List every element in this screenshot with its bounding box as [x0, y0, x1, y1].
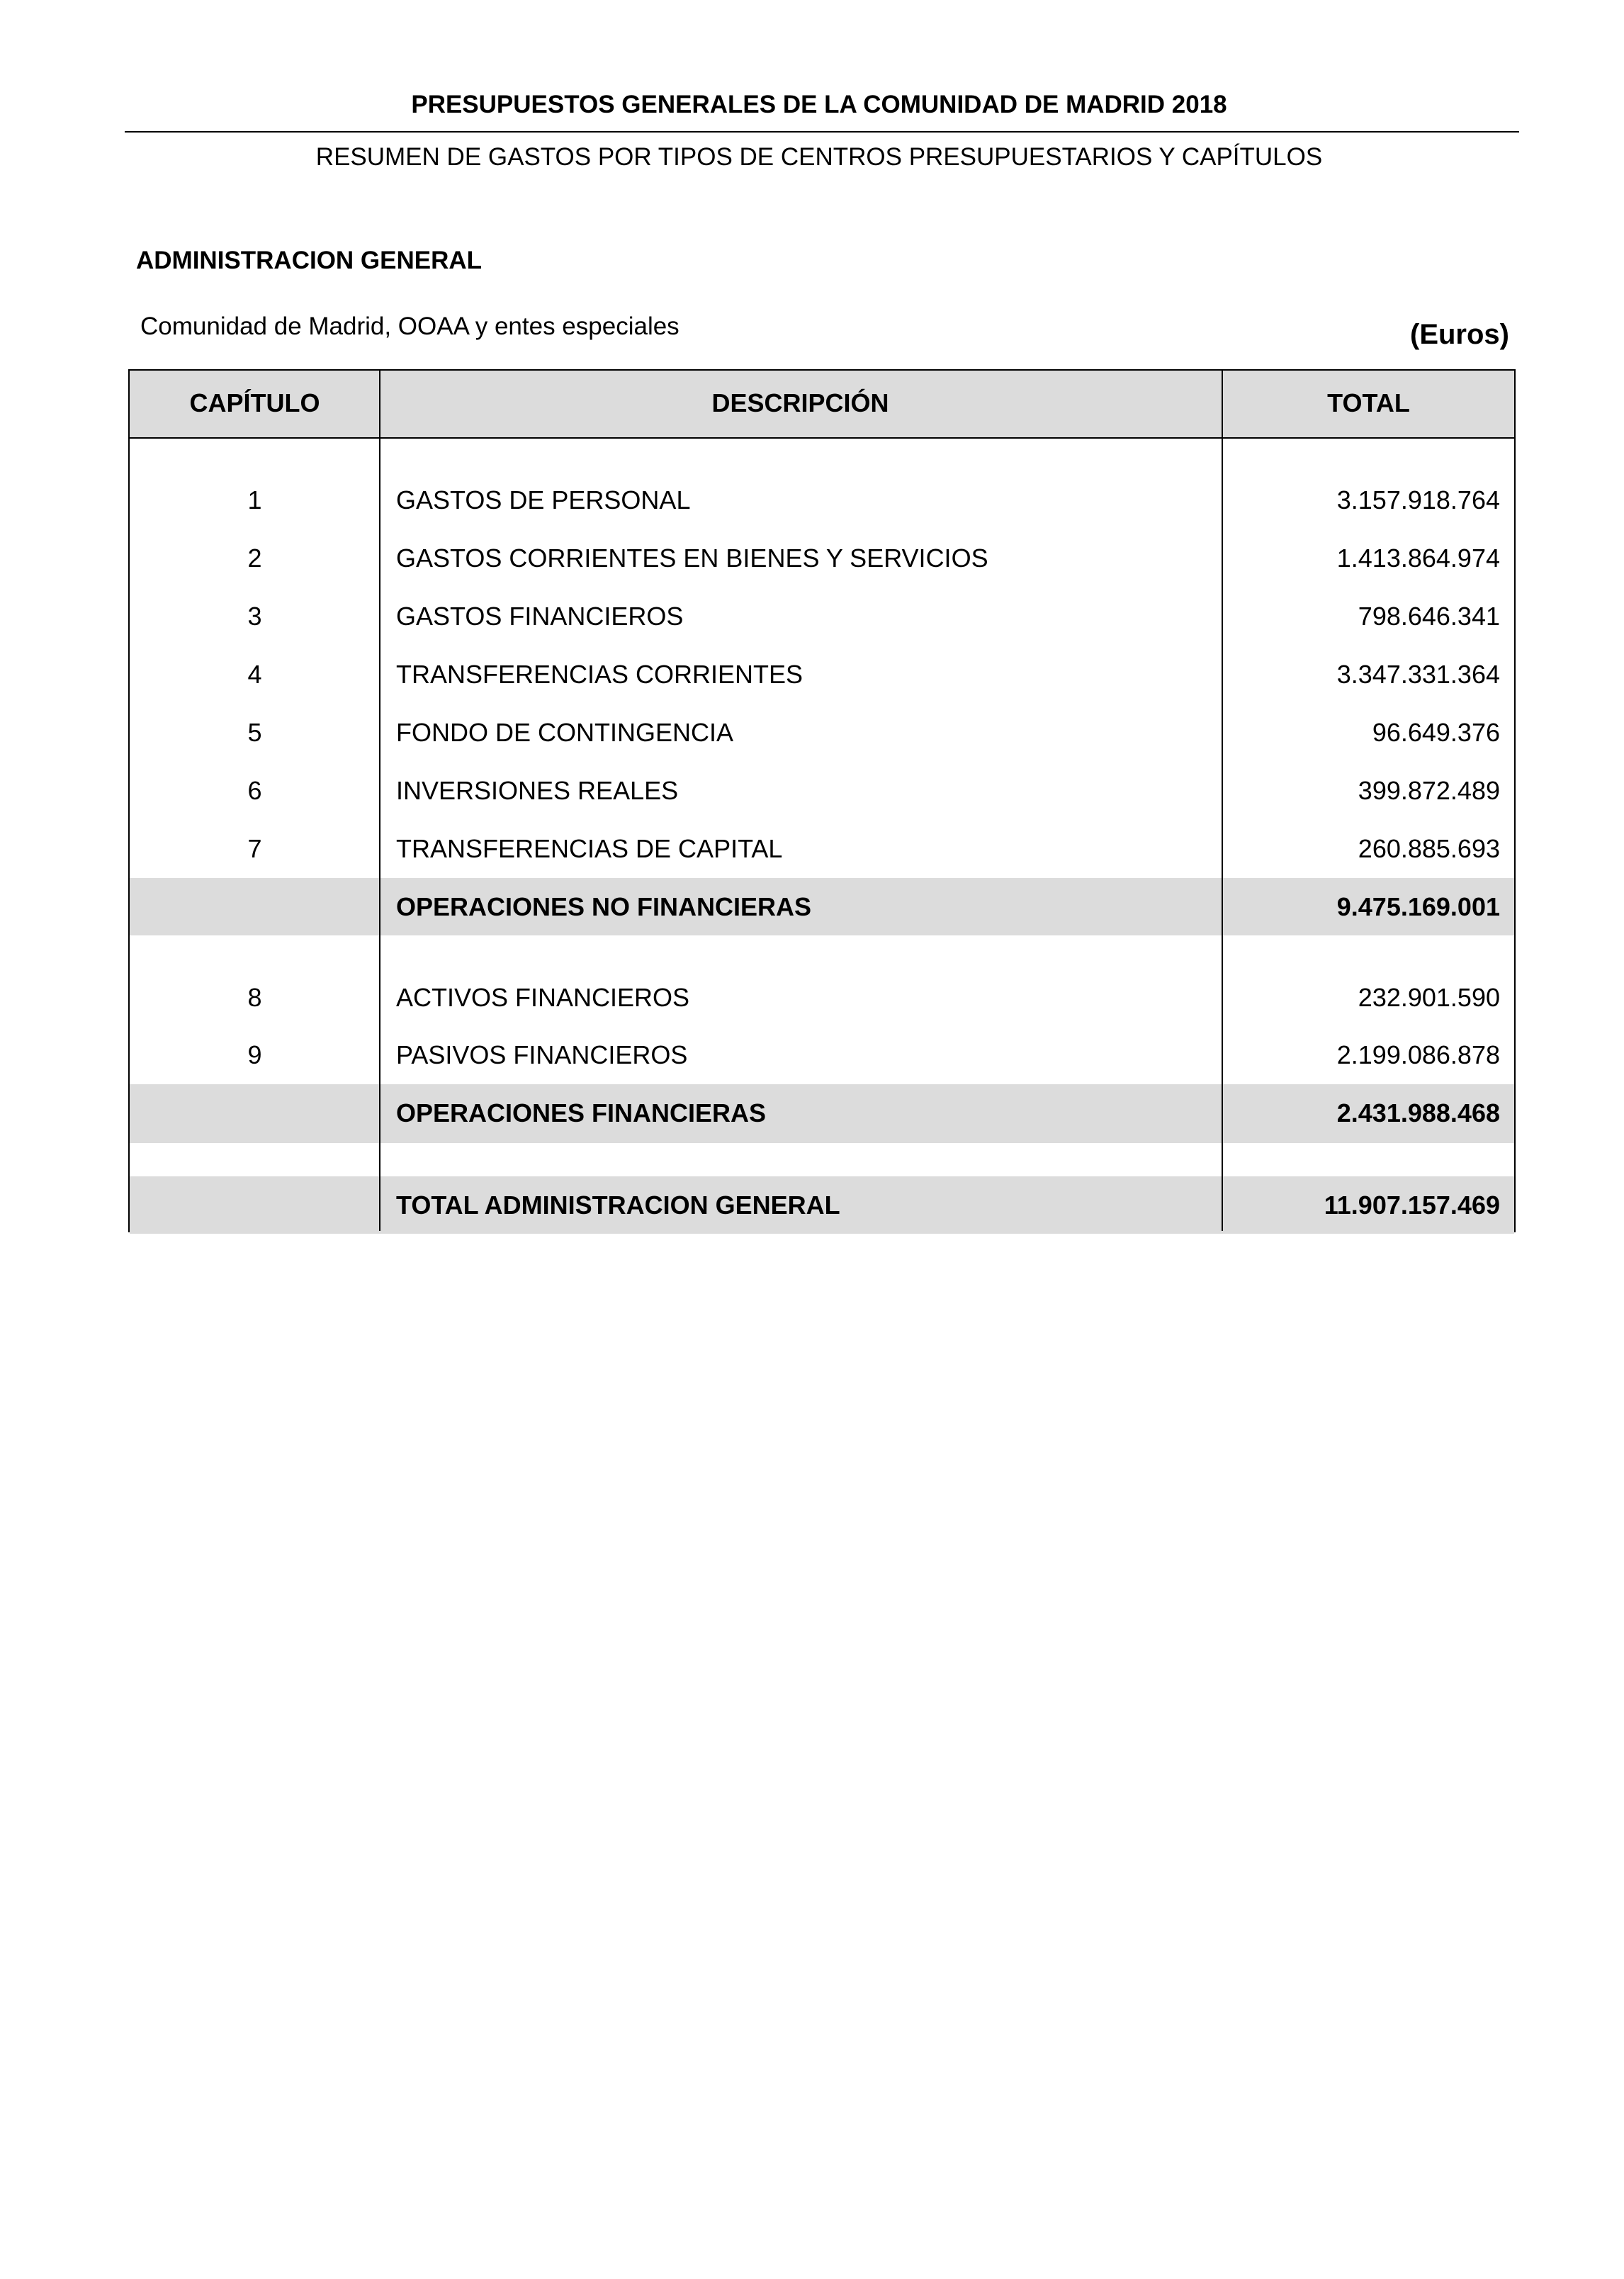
document-title: PRESUPUESTOS GENERALES DE LA COMUNIDAD D… — [411, 91, 1227, 118]
subtotal-value: 9.475.169.001 — [1336, 892, 1500, 921]
description-cell: GASTOS CORRIENTES EN BIENES Y SERVICIOS — [396, 544, 988, 573]
grand-total-description: TOTAL ADMINISTRACION GENERAL — [396, 1191, 840, 1220]
chapter-cell: 9 — [247, 1040, 262, 1069]
total-cell: 2.199.086.878 — [1336, 1040, 1500, 1069]
document-subtitle: RESUMEN DE GASTOS POR TIPOS DE CENTROS P… — [315, 143, 1323, 171]
chapter-cell: 1 — [247, 485, 262, 514]
total-cell: 3.157.918.764 — [1336, 485, 1500, 514]
column-divider — [1222, 371, 1223, 1231]
subtotal-description: OPERACIONES NO FINANCIERAS — [396, 892, 812, 921]
section-title: ADMINISTRACION GENERAL — [136, 247, 483, 274]
header-row — [130, 371, 1514, 438]
subtotal-value: 2.431.988.468 — [1336, 1098, 1500, 1127]
description-cell: INVERSIONES REALES — [396, 776, 679, 805]
grand-total-row — [130, 1176, 1514, 1234]
description-cell: PASIVOS FINANCIEROS — [396, 1040, 688, 1069]
subtotal-description: OPERACIONES FINANCIERAS — [396, 1098, 767, 1127]
total-cell: 96.649.376 — [1372, 718, 1500, 747]
total-cell: 260.885.693 — [1358, 834, 1500, 863]
units-label: (Euros) — [1410, 319, 1509, 350]
chapter-cell: 6 — [247, 776, 262, 805]
chapter-cell: 8 — [247, 983, 262, 1012]
column-header-description: DESCRIPCIÓN — [711, 388, 889, 417]
chapter-cell: 5 — [247, 718, 262, 747]
grand-total-value: 11.907.157.469 — [1324, 1191, 1500, 1220]
total-cell: 798.646.341 — [1358, 602, 1500, 631]
chapter-cell: 3 — [247, 602, 262, 631]
description-cell: GASTOS FINANCIEROS — [396, 602, 684, 631]
description-cell: ACTIVOS FINANCIEROS — [396, 983, 690, 1012]
total-cell: 3.347.331.364 — [1336, 660, 1500, 689]
column-header-total: TOTAL — [1327, 388, 1410, 417]
chapter-cell: 2 — [247, 544, 262, 573]
description-cell: GASTOS DE PERSONAL — [396, 485, 691, 514]
total-cell: 232.901.590 — [1358, 983, 1500, 1012]
column-header-chapter: CAPÍTULO — [189, 388, 320, 417]
chapter-cell: 4 — [247, 660, 262, 689]
header-divider — [130, 437, 1514, 439]
column-divider — [379, 371, 380, 1231]
subtotal-row-non-financial — [130, 878, 1514, 935]
entity-label: Comunidad de Madrid, OOAA y entes especi… — [140, 313, 680, 340]
total-cell: 1.413.864.974 — [1336, 544, 1500, 573]
subtotal-row-financial — [130, 1084, 1514, 1143]
total-cell: 399.872.489 — [1358, 776, 1500, 805]
chapter-cell: 7 — [247, 834, 262, 863]
description-cell: TRANSFERENCIAS CORRIENTES — [396, 660, 803, 689]
description-cell: TRANSFERENCIAS DE CAPITAL — [396, 834, 783, 863]
budget-table: CAPÍTULO DESCRIPCIÓN TOTAL 1 GASTOS DE PE… — [128, 369, 1516, 1234]
title-divider — [125, 131, 1519, 133]
description-cell: FONDO DE CONTINGENCIA — [396, 718, 734, 747]
